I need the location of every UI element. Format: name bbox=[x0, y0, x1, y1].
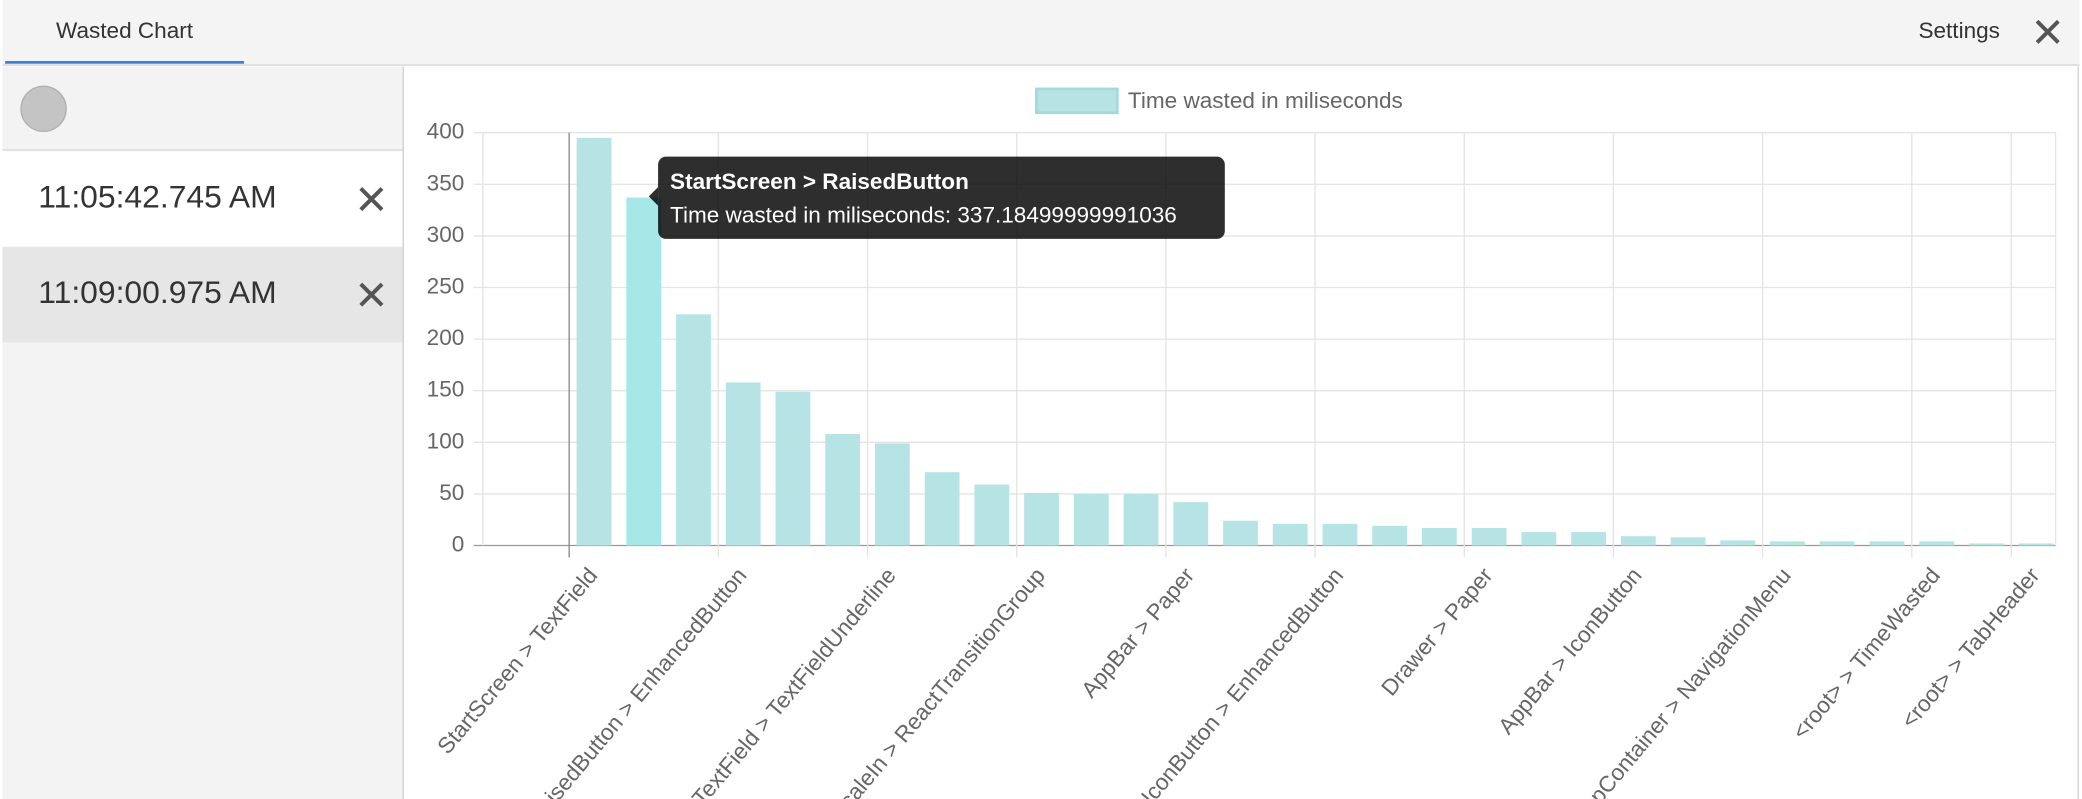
tooltip-label: Time wasted in miliseconds: 337.18499999… bbox=[670, 202, 1177, 227]
y-tick-label: 300 bbox=[427, 222, 465, 247]
bar bbox=[1919, 541, 1955, 546]
bar bbox=[626, 197, 662, 546]
bar bbox=[825, 434, 861, 546]
bar bbox=[725, 382, 761, 546]
delete-session[interactable] bbox=[359, 187, 384, 212]
y-tick-label: 200 bbox=[427, 325, 465, 350]
bar bbox=[1620, 536, 1656, 546]
top-bar bbox=[2, 0, 2080, 66]
x-tick-label: StartScreen > TextField bbox=[432, 563, 602, 759]
bar bbox=[1770, 541, 1805, 546]
bar bbox=[1968, 543, 2004, 546]
settings-button[interactable]: Settings bbox=[1918, 18, 1999, 43]
bar bbox=[1024, 492, 1059, 546]
x-tick-label: Drawer > Paper bbox=[1376, 563, 1497, 701]
x-tick-label: AppBar > IconButton bbox=[1493, 563, 1646, 739]
bar bbox=[576, 137, 612, 546]
bar bbox=[1272, 523, 1308, 546]
y-tick-label: 350 bbox=[427, 170, 465, 195]
bar bbox=[1223, 520, 1258, 546]
x-tick-label: AppBar > Paper bbox=[1076, 563, 1199, 703]
legend-label: Time wasted in miliseconds bbox=[1128, 88, 1403, 113]
close-button[interactable] bbox=[2035, 19, 2060, 44]
bar bbox=[1123, 493, 1159, 546]
tooltip: StartScreen > RaisedButton Time wasted in… bbox=[648, 156, 1225, 239]
bar bbox=[1173, 502, 1209, 546]
bar bbox=[1372, 525, 1408, 546]
tooltip-title: StartScreen > RaisedButton bbox=[670, 169, 969, 194]
bar bbox=[874, 443, 910, 546]
session-row[interactable] bbox=[2, 246, 404, 343]
y-tick-label: 400 bbox=[427, 119, 465, 144]
y-tick-label: 0 bbox=[452, 531, 465, 556]
record-button[interactable] bbox=[20, 85, 67, 133]
session-time: 11:05:42.745 AM bbox=[38, 178, 276, 214]
bar bbox=[924, 472, 960, 546]
bar bbox=[775, 391, 811, 546]
tab[interactable]: Wasted Chart bbox=[56, 18, 194, 43]
tooltip-caret bbox=[648, 187, 659, 206]
session-time: 11:09:00.975 AM bbox=[38, 274, 276, 310]
delete-session[interactable] bbox=[359, 282, 384, 307]
bar bbox=[1670, 537, 1706, 546]
y-tick-label: 250 bbox=[427, 273, 465, 298]
bar bbox=[974, 484, 1010, 546]
bar bbox=[1471, 527, 1507, 546]
chart: Time wasted in miliseconds 0 50 100 150 200 25… bbox=[427, 87, 2057, 799]
bar bbox=[1421, 527, 1457, 546]
bar bbox=[1869, 541, 1905, 546]
tab-underline bbox=[5, 61, 244, 64]
bar bbox=[1819, 541, 1855, 546]
bar bbox=[676, 314, 711, 546]
bar bbox=[1571, 532, 1606, 546]
session-row[interactable] bbox=[2, 151, 404, 247]
legend-swatch bbox=[1035, 87, 1119, 115]
bar bbox=[1720, 540, 1756, 546]
bar bbox=[1322, 523, 1358, 546]
y-tick-label: 50 bbox=[439, 480, 464, 505]
bar bbox=[2018, 543, 2054, 546]
y-tick-label: 100 bbox=[427, 428, 465, 453]
tooltip-box bbox=[658, 156, 1225, 239]
y-tick-label: 150 bbox=[427, 377, 465, 402]
bar bbox=[1521, 532, 1557, 546]
bar bbox=[1073, 493, 1109, 546]
